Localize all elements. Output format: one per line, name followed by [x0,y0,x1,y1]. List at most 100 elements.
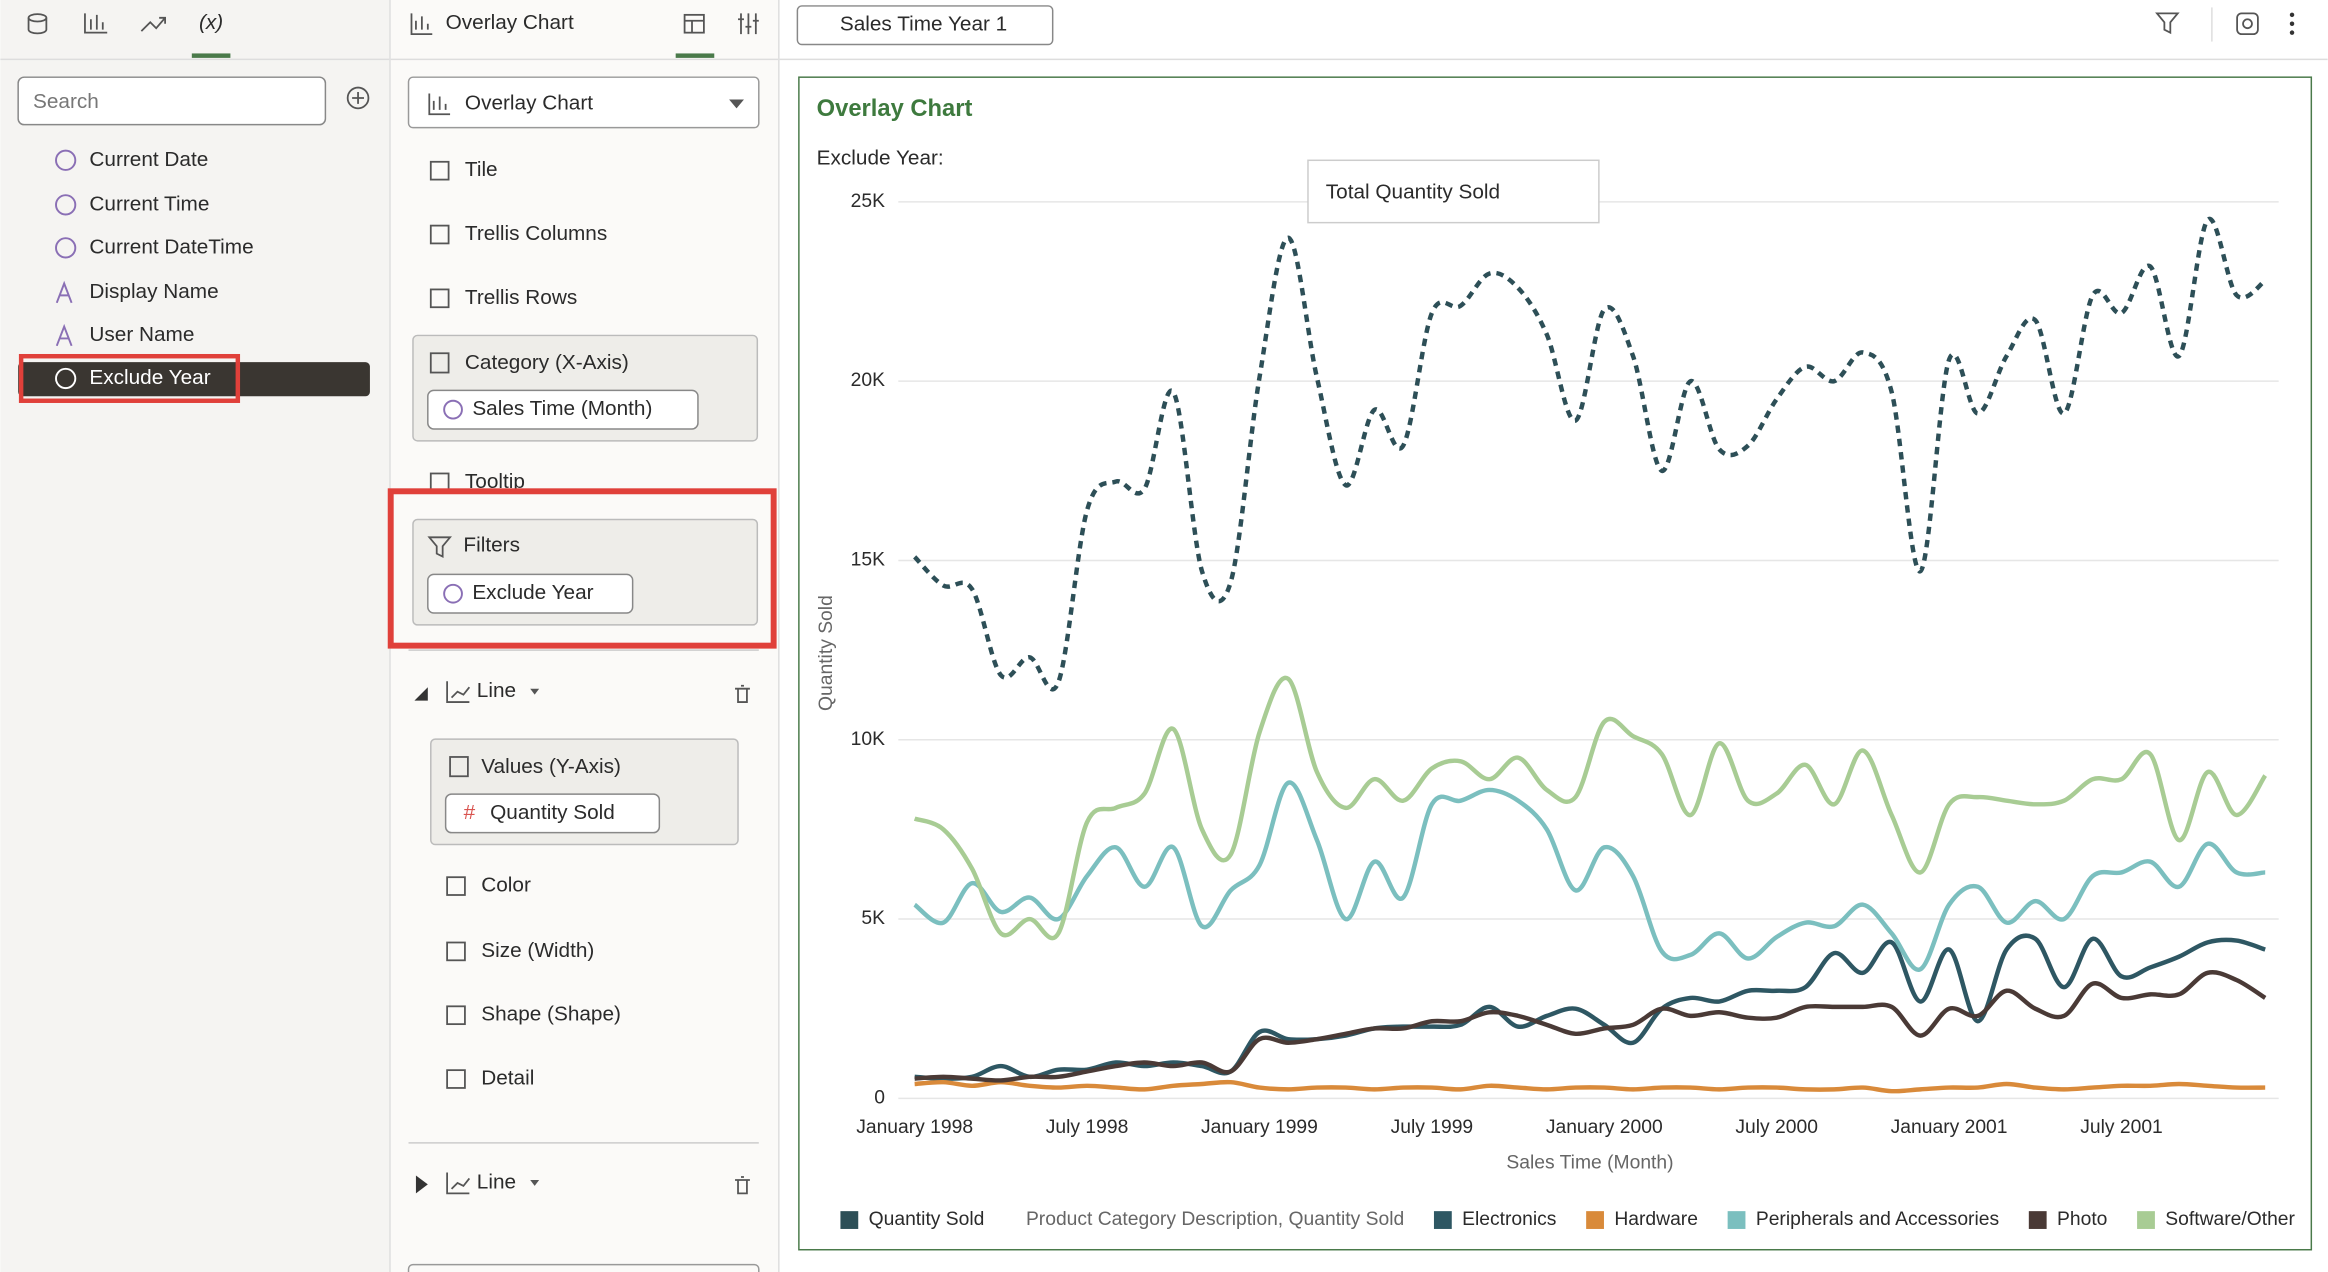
chart-frame [798,76,2313,1251]
series-line [913,216,2267,692]
x-tick-label: July 2001 [2080,1117,2163,1138]
number-icon: # [464,801,476,824]
option-label[interactable]: Detail [481,1067,534,1090]
chart-icon [410,13,433,36]
layer-label[interactable]: Line [477,679,516,702]
option-label[interactable]: Trellis Rows [465,286,577,309]
legend-swatch [1433,1211,1452,1229]
zone-label: Filters [463,534,520,557]
x-tick-label: July 1999 [1391,1117,1474,1138]
legend-label[interactable]: Quantity Sold [869,1209,985,1230]
x-tick-label: January 2000 [1546,1117,1663,1138]
list-item[interactable]: Display Name [89,280,218,303]
zone-label: Tooltip [465,470,525,493]
x-tick-label: January 1998 [856,1117,973,1138]
list-item[interactable]: Current DateTime [89,235,253,258]
add-button[interactable] [346,86,370,110]
option-label[interactable]: Color [481,874,531,897]
series-line [913,675,2268,941]
legend-swatch [2137,1211,2155,1229]
y-tick-label: 0 [874,1087,885,1108]
option-label[interactable]: Shape (Shape) [481,1003,621,1026]
time-icon [55,367,77,390]
legend-swatch [840,1211,859,1229]
field-name: Exclude Year [472,581,593,604]
list-item[interactable]: Current Time [89,192,209,215]
canvas-tab[interactable] [796,5,1054,46]
field-name: Quantity Sold [490,801,615,824]
grammar-tab[interactable] [683,13,705,34]
legend-label[interactable]: Peripherals and Accessories [1756,1209,1999,1230]
time-icon [55,149,77,171]
field-pill[interactable] [427,573,634,614]
x-tick-label: July 1998 [1046,1117,1129,1138]
option-list: Tile Trellis Columns Trellis Rows [429,158,607,309]
y-tick-label: 5K [861,908,885,929]
series-line [913,780,2266,972]
properties-tab[interactable] [738,13,759,35]
legend-swatch [2028,1211,2047,1229]
field-pill[interactable] [444,793,661,834]
option-icon [446,876,466,896]
canvas-tab-label: Sales Time Year 1 [840,13,1007,36]
chart-type-dropdown[interactable] [407,76,760,129]
option-label[interactable]: Trellis Columns [465,222,607,245]
chart-title: Overlay Chart [817,96,973,122]
x-tick-label: January 1999 [1201,1117,1318,1138]
option-label[interactable]: Size (Width) [481,939,594,962]
zone-label: Values (Y-Axis) [481,755,621,778]
text-icon [55,323,73,347]
legend-title: Product Category Description, Quantity S… [1026,1209,1404,1230]
option-icon [446,1005,466,1026]
chart-type: Overlay Chart [465,91,593,114]
legend-label[interactable]: Photo [2057,1209,2107,1230]
list-item[interactable]: Current Date [89,148,208,171]
field-name: Sales Time (Month) [472,397,652,420]
legend-label[interactable]: Hardware [1614,1209,1698,1230]
list-item[interactable]: User Name [89,323,194,346]
highlight-box [18,353,241,403]
y-tick-label: 20K [851,370,885,391]
legend: Quantity Sold Product Category Descriptio… [840,1209,2296,1230]
option-label[interactable]: Tile [465,158,498,181]
option-icon [429,288,450,309]
dropdown-arrow [729,99,744,109]
search-box[interactable] [17,76,327,126]
option-icon [446,1069,466,1089]
legend-swatch [1727,1211,1746,1229]
layer-label[interactable]: Line [477,1170,516,1193]
chart-subtitle: Exclude Year: [817,146,944,169]
filter-button[interactable] [2155,12,2180,35]
legend-label[interactable]: Electronics [1462,1209,1556,1230]
y-tick-label: 25K [851,191,885,212]
time-icon [55,237,77,259]
layer-option-list: Color Size (Width) Shape (Shape) Detail [446,874,621,1090]
variables-tab-icon[interactable]: (x) [199,11,223,34]
expand-toggle[interactable] [415,1175,428,1194]
field-pill[interactable] [427,389,699,430]
selected-item [18,362,370,397]
time-icon [55,194,77,216]
option-icon [446,941,466,962]
option-icon [429,224,450,245]
list-item[interactable]: Exclude Year [89,366,210,389]
active-tab-underline [191,53,231,58]
settings-button[interactable] [2236,12,2259,36]
panel-header: Overlay Chart [446,11,574,34]
more-button[interactable] [2289,12,2295,35]
y-tick-label: 10K [851,729,885,750]
search-placeholder: Search [33,90,99,113]
delete-layer[interactable] [735,684,750,703]
y-axis-label: Quantity Sold [816,595,837,711]
series-line [914,970,2267,1083]
legend-label[interactable]: Software/Other [2165,1209,2295,1230]
item-list: Current Date Current Time Current DateTime… [55,148,254,390]
series-line [914,1079,2266,1094]
zone-label: Category (X-Axis) [465,351,629,374]
y-tick-label: 15K [851,550,885,571]
tooltip-box [1307,159,1600,224]
option-icon [429,160,450,181]
delete-layer[interactable] [735,1176,750,1195]
toolbar-icons: (x) [27,11,223,35]
